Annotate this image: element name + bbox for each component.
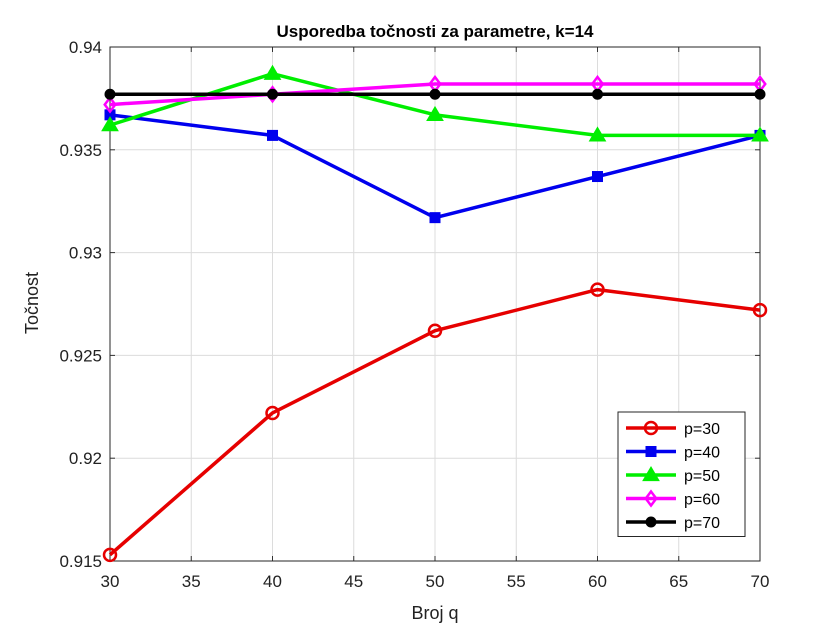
legend-swatch-marker [644, 489, 658, 508]
legend-swatch-marker [645, 446, 657, 457]
y-tick-label: 0.92 [69, 449, 102, 468]
series-p-70 [104, 88, 766, 100]
data-point [754, 88, 766, 100]
series-line [108, 287, 761, 557]
data-point [103, 95, 117, 114]
data-point [102, 547, 118, 563]
legend-entry: p=30 [626, 420, 720, 438]
axes: 30 35 40 45 50 55 60 65 70 0.915 0.92 0.925 0.93 0.93… [59, 38, 769, 591]
x-tick-label: 40 [263, 572, 282, 591]
data-point [101, 116, 119, 132]
legend-entry: p=50 [626, 466, 720, 485]
data-point [590, 282, 605, 297]
data-point [263, 64, 282, 80]
y-tick-label: 0.94 [69, 38, 102, 57]
x-tick-label: 50 [426, 572, 445, 591]
x-tick-label: 55 [507, 572, 526, 591]
data-point [427, 323, 443, 338]
y-tick-label: 0.915 [59, 552, 102, 571]
series-p-50 [101, 64, 769, 142]
legend-swatch-marker [642, 466, 660, 482]
legend-swatch-marker [645, 516, 657, 528]
data-point [752, 302, 768, 318]
y-axis-label: Točnost [22, 272, 42, 334]
legend-label: p=30 [684, 421, 720, 438]
data-point [429, 88, 441, 100]
data-point [265, 405, 280, 421]
y-tick-label: 0.925 [59, 346, 102, 365]
x-axis-label: Broj q [411, 603, 458, 623]
chart-title: Usporedba točnosti za parametre, k=14 [277, 22, 595, 41]
legend-label: p=40 [684, 445, 720, 462]
data-point [426, 105, 444, 121]
legend-label: p=60 [684, 492, 720, 509]
x-tick-label: 30 [101, 572, 120, 591]
x-tick-label: 35 [182, 572, 201, 591]
data-point [267, 129, 278, 141]
series-line [109, 82, 760, 107]
x-tick-label: 70 [751, 572, 770, 591]
legend-entry: p=60 [626, 489, 720, 509]
legend-entry: p=40 [626, 445, 720, 462]
data-point [267, 88, 278, 100]
series-group [101, 64, 769, 563]
data-point [104, 88, 116, 100]
data-point [588, 126, 607, 142]
data-point [429, 212, 441, 224]
legend-entry: p=70 [626, 515, 720, 532]
x-tick-label: 65 [669, 572, 688, 591]
x-tick-label: 60 [588, 572, 607, 591]
legend: p=30 p=40 p=50 p=60 p=70 [617, 411, 746, 537]
data-point [592, 171, 603, 183]
x-tick-label: 45 [344, 572, 363, 591]
legend-swatch-marker [643, 420, 659, 436]
data-point [592, 88, 603, 100]
y-tick-label: 0.93 [69, 244, 102, 263]
legend-label: p=70 [684, 515, 720, 532]
series-p-30 [102, 282, 768, 563]
data-point [751, 126, 769, 142]
y-tick-label: 0.935 [59, 141, 102, 160]
legend-label: p=50 [684, 468, 720, 485]
